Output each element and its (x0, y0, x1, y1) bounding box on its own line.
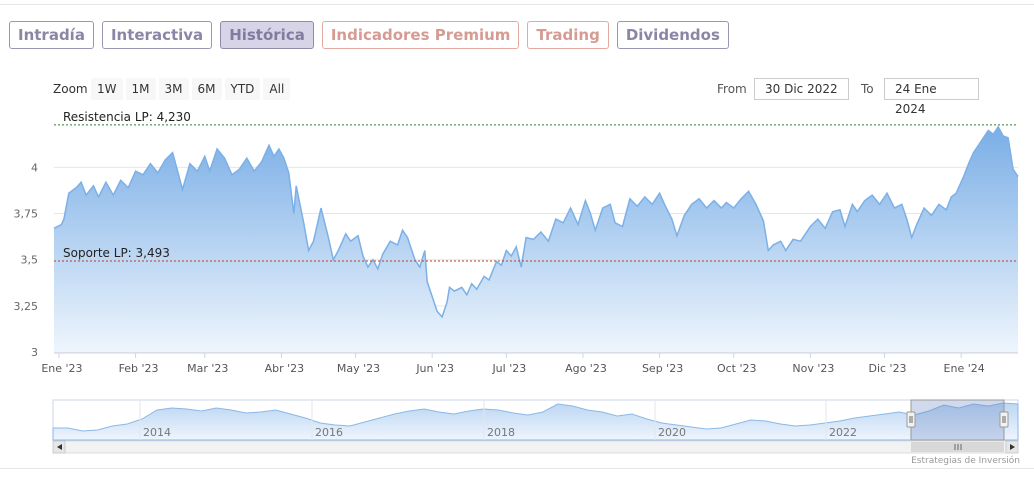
navigator-handle-right[interactable] (999, 411, 1009, 428)
x-tick-label: Ene '23 (41, 362, 82, 375)
tab-interactiva[interactable]: Interactiva (101, 21, 213, 49)
bottom-divider (0, 468, 1034, 469)
y-tick-label: 3 (31, 346, 38, 359)
zoom-button-3m[interactable]: 3M (158, 78, 189, 100)
tab-indicadores-premium[interactable]: Indicadores Premium (321, 21, 520, 49)
zoom-button-all[interactable]: All (263, 78, 291, 100)
navigator-year-label: 2018 (487, 426, 515, 439)
price-area-fill (54, 126, 1018, 352)
zoom-label: Zoom (53, 82, 88, 96)
x-tick-label: Abr '23 (265, 362, 305, 375)
to-label: To (861, 82, 874, 96)
chart-tabs: Intradía Interactiva Histórica Indicadores … (9, 21, 729, 49)
zoom-button-6m[interactable]: 6M (191, 78, 222, 100)
price-series-line (53, 125, 1019, 319)
tab-dividendos[interactable]: Dividendos (616, 21, 729, 49)
navigator-handle-left[interactable] (906, 411, 916, 428)
tab-intradía[interactable]: Intradía (9, 21, 94, 49)
to-date-input[interactable]: 24 Ene 2024 (884, 78, 979, 116)
zoom-button-1w[interactable]: 1W (91, 78, 123, 100)
y-tick-label: 4 (31, 161, 38, 174)
navigator-year-label: 2016 (315, 426, 343, 439)
zoom-button-ytd[interactable]: YTD (224, 78, 261, 100)
x-tick-label: May '23 (337, 362, 380, 375)
scroll-left-arrow[interactable] (52, 440, 66, 454)
navigator-scrollbar[interactable] (52, 440, 1019, 454)
tab-histórica[interactable]: Histórica (220, 21, 314, 49)
resistance-label: Resistencia LP: 4,230 (63, 110, 191, 124)
x-tick-label: Nov '23 (792, 362, 834, 375)
scroll-right-arrow[interactable] (1005, 440, 1019, 454)
x-tick-label: Oct '23 (717, 362, 757, 375)
x-tick-label: Ago '23 (565, 362, 607, 375)
tab-trading[interactable]: Trading (527, 21, 609, 49)
x-tick-label: Dic '23 (868, 362, 906, 375)
y-tick-label: 3,25 (14, 300, 39, 313)
from-label: From (717, 82, 747, 96)
x-tick-label: Ene '24 (944, 362, 985, 375)
credit-text: Estrategias de Inversión (911, 456, 1020, 466)
from-date-input[interactable]: 30 Dic 2022 (754, 78, 849, 100)
x-tick-label: Jul '23 (491, 362, 526, 375)
y-tick-label: 3,75 (14, 208, 39, 221)
navigator-year-label: 2022 (829, 426, 857, 439)
x-tick-label: Feb '23 (119, 362, 159, 375)
x-tick-label: Jun '23 (415, 362, 454, 375)
y-tick-label: 3,5 (21, 254, 39, 267)
navigator-selected-range[interactable] (910, 399, 1005, 441)
navigator-year-label: 2020 (658, 426, 686, 439)
zoom-buttons: 1W 1M 3M 6M YTD All (91, 78, 291, 100)
top-divider (0, 4, 1034, 5)
navigator-year-label: 2014 (143, 426, 171, 439)
zoom-button-1m[interactable]: 1M (125, 78, 156, 100)
support-label: Soporte LP: 3,493 (63, 246, 170, 260)
x-tick-label: Sep '23 (642, 362, 683, 375)
x-tick-label: Mar '23 (187, 362, 228, 375)
navigator-series (52, 402, 1019, 441)
